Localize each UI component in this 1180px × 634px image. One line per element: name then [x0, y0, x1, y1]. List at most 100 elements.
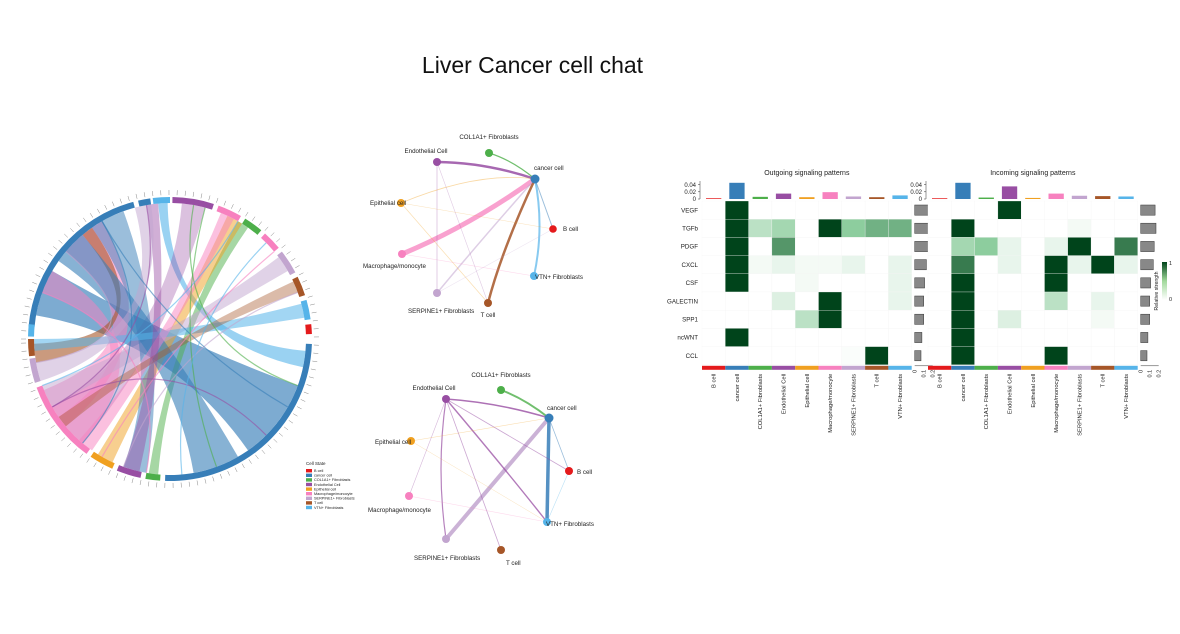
chord-tick	[300, 399, 306, 402]
heatmap-cell	[748, 219, 773, 238]
network-node-label: cancer cell	[547, 405, 577, 412]
heatmap-cell	[701, 237, 726, 256]
heatmap-right-axis-tick: 0.1	[1148, 370, 1154, 378]
heatmap-cell	[927, 328, 952, 347]
chord-tick	[119, 198, 122, 204]
heatmap-column-color	[974, 365, 998, 370]
heatmap-cell	[1067, 346, 1092, 365]
chord-ribbon	[158, 203, 306, 368]
chord-sector	[277, 251, 296, 276]
heatmap-cell	[1114, 255, 1138, 274]
heatmap-cell	[888, 255, 912, 274]
chord-tick	[204, 478, 207, 484]
network-node-label: COL1A1+ Fibroblasts	[459, 134, 518, 141]
heatmap-row-label: TGFb	[682, 226, 698, 233]
heatmap-cell	[1021, 237, 1045, 256]
heatmap-cell	[864, 310, 889, 329]
heatmap-cell	[1114, 200, 1138, 220]
heatmap-column-label: Macrophage/monocyte	[1054, 374, 1060, 433]
chord-tick	[58, 239, 63, 244]
chord-tick	[281, 244, 286, 249]
chord-tick	[123, 475, 126, 481]
heatmap-cell	[1114, 291, 1138, 311]
heatmap-cell	[888, 310, 912, 329]
chord-ribbon	[36, 204, 154, 382]
heatmap-cell	[1044, 310, 1068, 329]
chord-tick	[64, 233, 68, 238]
network-edge	[436, 228, 554, 294]
chord-tick	[196, 480, 199, 486]
chord-tick	[286, 251, 291, 255]
heatmap-cell	[725, 346, 749, 365]
chord-tick	[83, 217, 87, 223]
heatmap-cell	[927, 273, 952, 293]
heatmap-column-label: Macrophage/monocyte	[828, 374, 834, 433]
heatmap-cell	[818, 200, 842, 220]
network-edge	[408, 398, 447, 497]
heatmap-cell	[864, 255, 889, 274]
chord-sector	[292, 276, 306, 297]
chord-tick	[127, 195, 130, 201]
heatmap-cell	[1021, 328, 1045, 347]
network-node-label: B cell	[577, 469, 592, 476]
chord-legend-swatch	[306, 496, 312, 500]
heatmap-cell	[997, 310, 1022, 329]
network-edge	[500, 389, 550, 419]
network-node-label: Endothelial Cell	[405, 148, 448, 155]
chord-sector	[172, 197, 214, 210]
heatmap-top-bar	[1025, 197, 1041, 199]
heatmap-top-bar	[822, 192, 838, 199]
chord-tick	[135, 193, 138, 199]
chord-sector	[28, 201, 135, 328]
heatmap-cell	[771, 346, 796, 365]
chord-tick	[21, 322, 27, 324]
heatmap-top-bar	[1001, 186, 1018, 199]
heatmap-cell	[748, 273, 773, 293]
heatmap-cell	[951, 346, 975, 365]
heatmap-top-bar	[978, 197, 994, 199]
heatmap-cell	[888, 273, 912, 293]
network-node-label: T cell	[506, 560, 521, 567]
heatmap-cell	[888, 219, 912, 238]
chord-sector	[116, 465, 142, 478]
heatmap-cell	[974, 291, 999, 311]
chord-tick	[79, 453, 84, 458]
chord-tick	[258, 221, 262, 226]
heatmap-right-bar	[1140, 204, 1156, 216]
chord-tick	[108, 470, 111, 475]
heatmap-cell	[974, 346, 999, 365]
heatmap-top-axis-tick: 0.04	[684, 183, 696, 189]
heatmap-column-label: Endothelial Cell	[782, 374, 788, 414]
chord-ribbon	[42, 257, 288, 407]
heatmap-column-label: T cell	[875, 374, 881, 388]
heatmap-column-label: SERPINE1+ Fibroblasts	[851, 374, 857, 436]
chord-link	[189, 207, 218, 468]
chord-link	[41, 291, 151, 474]
heatmap-right-bar	[1140, 332, 1149, 343]
chord-link	[101, 251, 275, 458]
heatmap-cell	[701, 273, 726, 293]
heatmap-top-bar	[706, 198, 722, 199]
heatmap-cell	[1021, 200, 1045, 220]
chord-ribbon	[148, 221, 249, 475]
heatmap-right-bar	[914, 277, 925, 289]
heatmap-cell	[864, 237, 889, 256]
network-edge	[436, 160, 536, 181]
chord-tick	[23, 366, 29, 369]
network-edge	[445, 398, 570, 472]
heatmap-row-label: PDGF	[681, 244, 698, 251]
network-node	[433, 158, 441, 166]
heatmap-cell	[725, 237, 749, 256]
heatmap-cell	[864, 291, 889, 311]
chord-ribbon	[58, 234, 238, 473]
network-edge	[401, 253, 535, 277]
chord-tick	[184, 190, 186, 196]
heatmap-cell	[701, 291, 726, 311]
heatmap-cell	[974, 200, 999, 220]
chord-legend-label: SERPINE1+ Fibroblasts	[314, 497, 355, 501]
chord-tick	[143, 192, 146, 198]
network-node-label: T cell	[481, 312, 496, 319]
network-edge	[445, 398, 550, 419]
network-node	[433, 289, 441, 297]
network-node	[530, 174, 540, 184]
